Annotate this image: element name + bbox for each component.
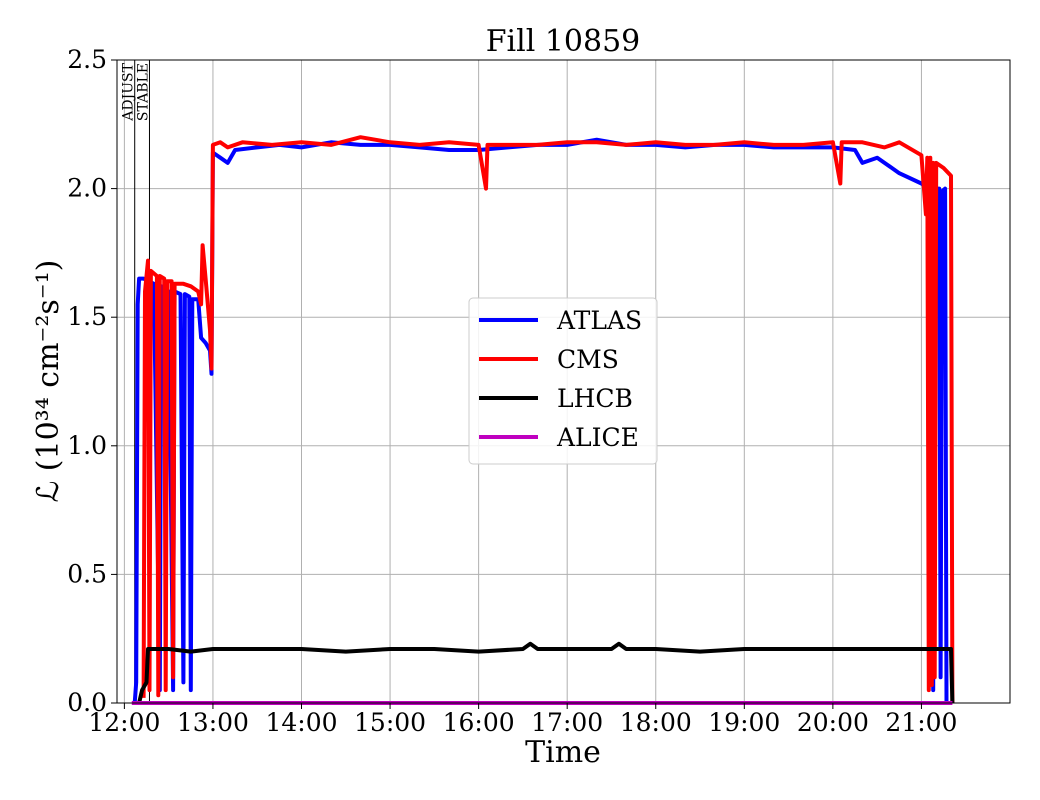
x-tick-label: 20:00	[797, 708, 869, 737]
x-tick-label: 17:00	[531, 708, 603, 737]
plot-frame	[116, 59, 1011, 704]
legend-label-atlas: ATLAS	[556, 306, 642, 335]
y-tick-label: 0.5	[67, 559, 107, 588]
legend-label-cms: CMS	[557, 345, 619, 374]
phase-label-adjust: ADJUST	[121, 62, 137, 121]
series-line-lhcb	[137, 641, 955, 704]
x-tick-label: 18:00	[620, 708, 692, 737]
y-tick-label: 2.5	[67, 45, 107, 74]
x-tick-label: 13:00	[177, 708, 249, 737]
y-tick-label: 0.0	[67, 688, 107, 717]
x-axis-label: Time	[525, 735, 601, 770]
axis-ticks: 12:00 13:00 14:00 15:00 16:00 17:00 18:00 19:00…	[67, 45, 957, 737]
x-tick-label: 16:00	[443, 708, 515, 737]
legend-box	[468, 297, 658, 465]
y-axis-label: ℒ (10³⁴ cm⁻²s⁻¹)	[31, 260, 66, 503]
chart-title: Fill 10859	[486, 24, 641, 59]
x-tick-label: 12:00	[88, 708, 160, 737]
y-tick-label: 1.5	[67, 302, 107, 331]
series-line-cms	[141, 135, 955, 704]
x-tick-label: 15:00	[354, 708, 426, 737]
legend-label-alice: ALICE	[556, 423, 639, 452]
x-tick-label: 19:00	[708, 708, 780, 737]
legend-label-lhcb: LHCB	[557, 384, 633, 413]
legend: ATLAS CMS LHCB ALICE	[468, 297, 658, 465]
x-tick-label: 21:00	[885, 708, 957, 737]
x-tick-label: 14:00	[265, 708, 337, 737]
y-tick-label: 1.0	[67, 431, 107, 460]
y-tick-label: 2.0	[67, 174, 107, 203]
phase-label-stable: STABLE	[135, 63, 151, 121]
